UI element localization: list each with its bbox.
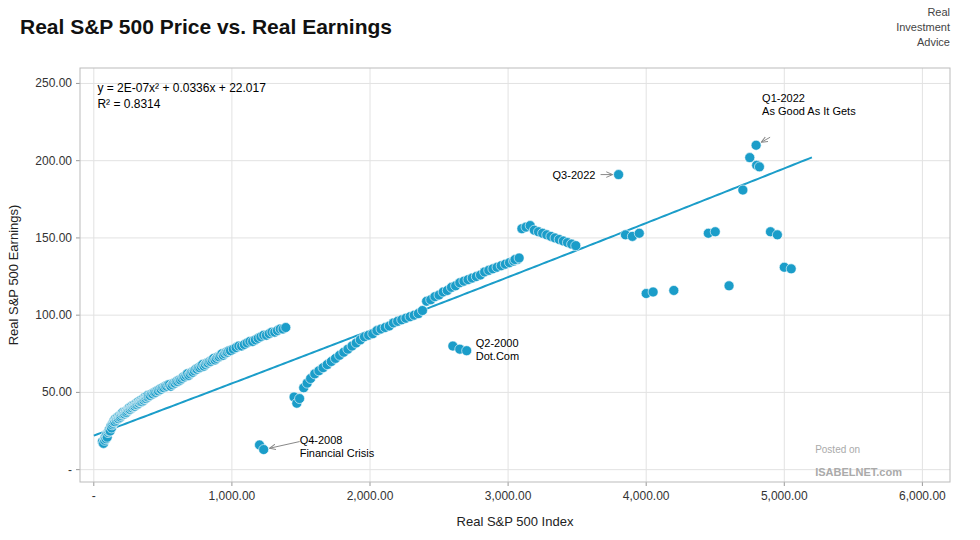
x-tick-label: 1,000.00 [209, 489, 256, 503]
y-tick [76, 315, 80, 316]
logo-text-line: Investment [896, 21, 950, 33]
scatter-point [751, 140, 761, 150]
x-tick-label: 2,000.00 [347, 489, 394, 503]
x-axis-label: Real S&P 500 Index [457, 514, 574, 529]
logo-text-line: Real [927, 6, 950, 18]
axes: - 1,000.00 2,000.00 3,000.00 4,000.00 5,000.0… [35, 68, 950, 503]
title: Real S&P 500 Price vs. Real Earnings [20, 15, 392, 38]
equation: R² = 0.8314 [97, 97, 160, 111]
y-tick-label: 150.00 [35, 231, 72, 245]
scatter-point [571, 241, 581, 251]
watermark: Posted on [815, 444, 860, 455]
x-grid-line [370, 68, 371, 482]
y-tick [76, 83, 80, 84]
logo-text: Real Investment Advice [896, 6, 950, 48]
scatter-point [417, 306, 427, 316]
scatter-point [786, 264, 796, 274]
annotation: Q3-2022 [553, 169, 596, 181]
y-tick [76, 237, 80, 238]
annotation-arrow [601, 174, 613, 175]
scatter-point [738, 185, 748, 195]
scatter-point [281, 323, 291, 333]
scatter-point [462, 346, 472, 356]
y-tick-label: 250.00 [35, 76, 72, 90]
grid [80, 68, 950, 482]
trendline [94, 157, 812, 435]
annotation-line: As Good As It Gets [762, 105, 856, 117]
x-tick-label: 6,000.00 [899, 489, 946, 503]
chart: - 1,000.00 2,000.00 3,000.00 4,000.00 5,000.0… [0, 0, 980, 540]
annotation-line: Financial Crisis [300, 447, 375, 459]
x-tick [231, 482, 232, 486]
y-tick-label: 50.00 [42, 385, 72, 399]
scatter-point [745, 153, 755, 163]
x-grid-line [784, 68, 785, 482]
x-tick-label: 4,000.00 [623, 489, 670, 503]
y-tick-label: 200.00 [35, 154, 72, 168]
x-grid-line [93, 68, 94, 482]
x-tick-label: 5,000.00 [761, 489, 808, 503]
annotation: Q4-2008Financial Crisis [300, 434, 375, 459]
scatter-point [772, 230, 782, 240]
scatter-point [710, 227, 720, 237]
x-grid-line [922, 68, 923, 482]
y-grid-line [80, 160, 950, 161]
scatter-point [634, 228, 644, 238]
scatter-point [669, 285, 679, 295]
annotation-arrow [761, 137, 770, 142]
texts: Q1-2022As Good As It Gets Q3-2022 Q2-2000D… [6, 6, 950, 529]
y-grid-line [80, 237, 950, 238]
x-grid-line [646, 68, 647, 482]
annotation-line: Q1-2022 [762, 92, 805, 104]
annotation: Q1-2022As Good As It Gets [762, 92, 856, 117]
x-tick-label: 3,000.00 [485, 489, 532, 503]
annotation-line: Q4-2008 [300, 434, 343, 446]
y-tick-label: 100.00 [35, 308, 72, 322]
plot-data [94, 140, 812, 454]
y-grid-line [80, 315, 950, 316]
plot-frame [80, 68, 950, 482]
x-grid-line [231, 68, 232, 482]
y-tick-label: - [68, 463, 72, 477]
scatter-point [614, 170, 624, 180]
x-tick-label: - [92, 489, 96, 503]
annotation-arrow [270, 442, 300, 449]
annotation-line: Dot.Com [476, 350, 519, 362]
y-axis-label: Real S&P 500 Earnings) [6, 205, 21, 346]
scatter-point [648, 287, 658, 297]
y-tick [76, 160, 80, 161]
annotation: Q2-2000Dot.Com [476, 337, 519, 362]
x-tick [508, 482, 509, 486]
logo-text-line: Advice [917, 36, 950, 48]
equation-line: y = 2E-07x² + 0.0336x + 22.017 [97, 81, 266, 95]
scatter-point [259, 445, 269, 455]
y-tick [76, 392, 80, 393]
x-grid-line [508, 68, 509, 482]
equation-line: R² = 0.8314 [97, 97, 160, 111]
scatter-point [754, 162, 764, 172]
scatter-point [724, 281, 734, 291]
scatter-point [514, 253, 524, 263]
annotation-line: Q2-2000 [476, 337, 519, 349]
x-tick [922, 482, 923, 486]
annotation-line: Q3-2022 [553, 169, 596, 181]
x-tick [784, 482, 785, 486]
scatter-point [295, 394, 305, 404]
x-tick [93, 482, 94, 486]
watermark: ISABELNET.com [815, 466, 902, 478]
y-tick [76, 469, 80, 470]
x-tick [370, 482, 371, 486]
x-tick [646, 482, 647, 486]
equation: y = 2E-07x² + 0.0336x + 22.017 [97, 81, 266, 95]
